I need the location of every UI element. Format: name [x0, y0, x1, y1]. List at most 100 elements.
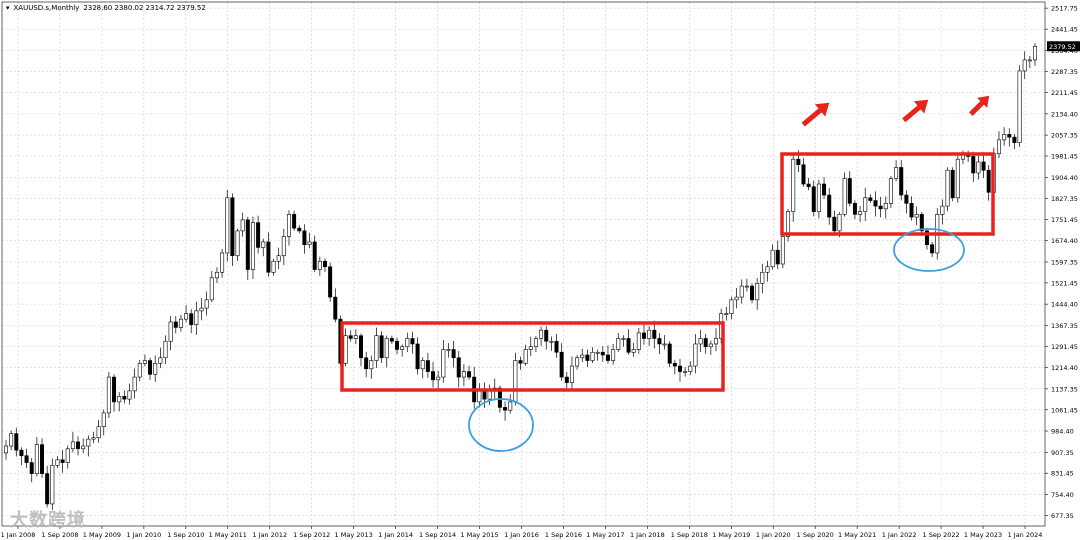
candle-body — [822, 183, 827, 196]
y-tick-label: 754.40 — [1051, 491, 1074, 499]
candle-body — [667, 343, 672, 364]
y-tick-label: 2287.35 — [1051, 68, 1078, 76]
candle-body — [652, 329, 657, 339]
x-tick-label: 1 May 2017 — [586, 531, 624, 539]
candle-body — [353, 335, 358, 339]
candle-body — [261, 241, 266, 248]
candle-body — [760, 271, 765, 284]
candle-body — [559, 351, 564, 378]
x-tick-label: 1 May 2019 — [712, 531, 750, 539]
overlay-layer — [340, 95, 995, 452]
y-tick-label: 1367.35 — [1051, 322, 1078, 330]
dip-circle-2015 — [468, 398, 534, 452]
candle-body — [631, 349, 636, 353]
candle-body — [647, 329, 652, 339]
candle-body — [569, 365, 574, 383]
watermark-text: 大数跨境 — [10, 510, 86, 531]
arrow-icon-1 — [801, 102, 830, 127]
candle-body — [580, 354, 585, 359]
candle-body — [899, 167, 904, 196]
candle-body — [714, 338, 719, 345]
candle-body — [497, 387, 502, 408]
x-tick-label: 1 May 2021 — [838, 531, 876, 539]
candle-body — [127, 390, 132, 400]
candle-body — [369, 360, 374, 370]
chart-symbol-icon: ▾ — [6, 4, 10, 12]
candle-body — [801, 164, 806, 185]
x-tick-label: 1 Sep 2008 — [41, 531, 78, 539]
candle-body — [554, 340, 559, 353]
y-tick-label: 2517.75 — [1051, 5, 1078, 13]
candle-body — [914, 214, 919, 218]
candle-body — [1027, 59, 1032, 62]
candle-body — [153, 362, 158, 375]
candle-body — [271, 260, 276, 273]
candle-body — [708, 343, 713, 348]
candle-body — [616, 338, 621, 350]
candle-body — [477, 390, 482, 403]
candle-body — [1033, 45, 1038, 61]
candle-body — [549, 340, 554, 343]
candle-body — [775, 249, 780, 265]
candle-body — [425, 360, 430, 372]
candle-body — [122, 396, 127, 400]
candle-body — [981, 161, 986, 171]
candle-body — [575, 357, 580, 367]
candle-body — [605, 354, 610, 361]
candle-body — [487, 390, 492, 400]
candle-body — [611, 349, 616, 361]
x-tick-label: 1 Sep 2010 — [167, 531, 204, 539]
candle-body — [930, 244, 935, 254]
candle-body — [883, 203, 888, 210]
candle-body — [178, 318, 183, 328]
candle-body — [441, 349, 446, 378]
candle-body — [796, 158, 801, 166]
candle-body — [395, 340, 400, 350]
candle-body — [590, 351, 595, 361]
candle-body — [451, 349, 456, 359]
candle-body — [9, 433, 14, 447]
candle-body — [158, 357, 163, 364]
candle-body — [683, 371, 688, 373]
candle-body — [286, 214, 291, 237]
chart-title: ▾ XAUUSD.s,Monthly 2328.60 2380.02 2314.72… — [6, 4, 210, 12]
y-tick-label: 1061.45 — [1051, 406, 1078, 414]
candle-body — [343, 335, 348, 364]
candle-body — [533, 338, 538, 348]
y-tick-label: 677.35 — [1051, 512, 1074, 520]
candle-body — [564, 376, 569, 383]
candle-body — [1007, 134, 1012, 138]
candle-body — [971, 156, 976, 174]
candle-body — [235, 230, 240, 257]
candle-body — [894, 167, 899, 179]
candle-body — [40, 444, 45, 474]
x-tick-label: 1 May 2015 — [460, 531, 498, 539]
candle-body — [214, 271, 219, 279]
candle-body — [744, 285, 749, 288]
candle-body — [389, 338, 394, 342]
x-tick-label: 1 Jan 2010 — [126, 531, 161, 539]
candle-body — [858, 211, 863, 215]
x-tick-label: 1 Sep 2016 — [545, 531, 582, 539]
range-box-2020-2023 — [780, 152, 995, 236]
candle-body — [112, 376, 117, 403]
candle-body — [4, 445, 9, 454]
candle-body — [698, 338, 703, 345]
x-tick-label: 1 Sep 2020 — [797, 531, 834, 539]
candle-body — [585, 354, 590, 361]
candle-body — [209, 277, 214, 301]
candle-body — [322, 260, 327, 268]
x-tick-label: 1 Jan 2014 — [378, 531, 413, 539]
y-tick-label: 1521.45 — [1051, 279, 1078, 287]
y-tick-label: 1827.35 — [1051, 195, 1078, 203]
candle-body — [297, 227, 302, 232]
candle-body — [837, 214, 842, 232]
candle-body — [199, 307, 204, 312]
candle-body — [786, 211, 791, 237]
candle-body — [281, 236, 286, 257]
candle-body — [34, 444, 39, 474]
range-box-2013-2019 — [340, 321, 725, 392]
candle-body — [904, 194, 909, 204]
y-tick-label: 907.35 — [1051, 449, 1074, 457]
